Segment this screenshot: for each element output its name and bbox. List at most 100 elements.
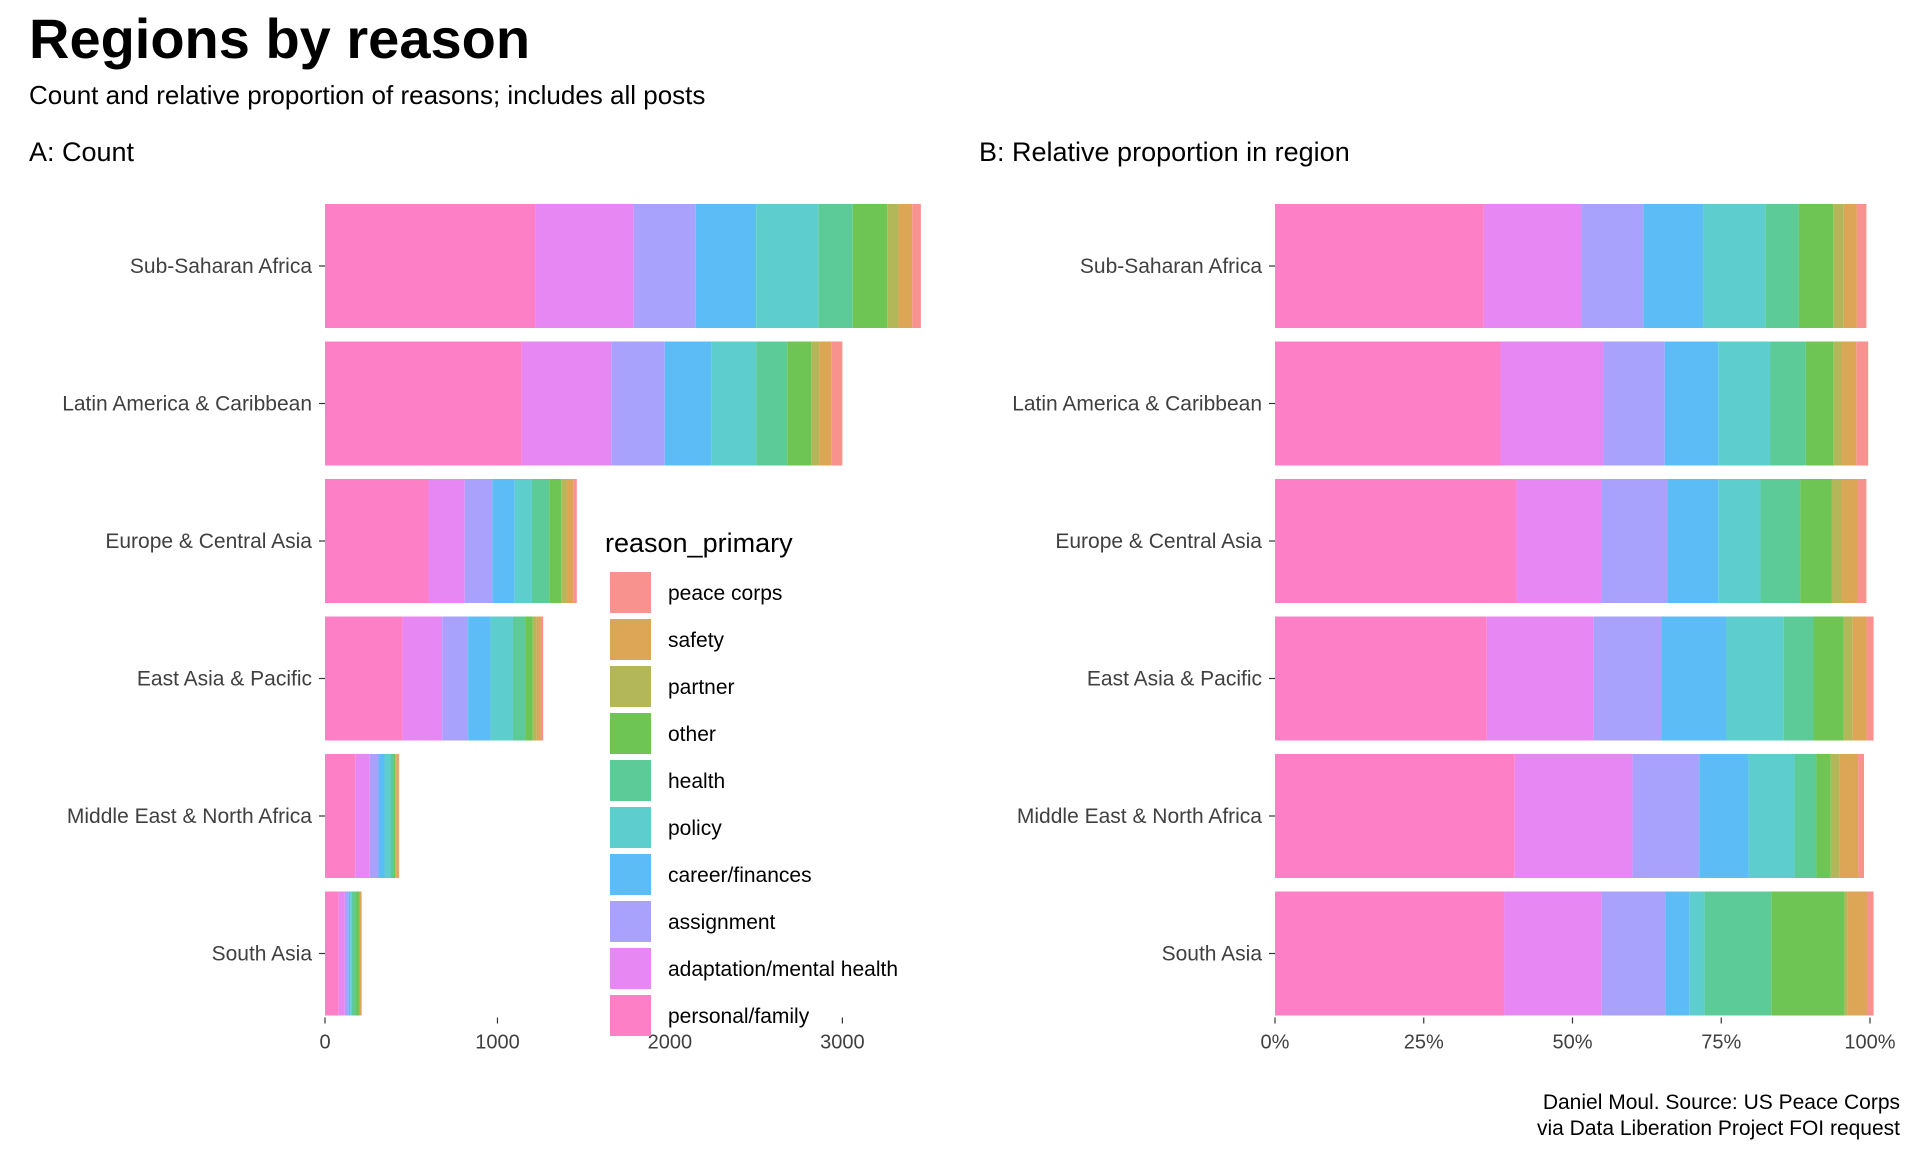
count-bar-europe-and-central-asia-adaptation-mental-health (428, 479, 465, 603)
proportion-ylabel-europe-and-central-asia: Europe & Central Asia (1055, 530, 1262, 553)
count-bar-latin-america-and-caribbean-other (787, 341, 812, 466)
count-ylabel-middle-east-and-north-africa: Middle East & North Africa (67, 805, 312, 828)
count-bar-latin-america-and-caribbean-health (756, 341, 788, 466)
proportion-bar-east-asia-and-pacific-partner (1843, 616, 1853, 741)
proportion-bar-latin-america-and-caribbean-policy (1718, 341, 1771, 466)
page-title: Regions by reason (29, 7, 531, 70)
proportion-bar-middle-east-and-north-africa-other (1816, 754, 1831, 878)
count-bar-south-asia-adaptation-mental-health (338, 891, 345, 1016)
page-subtitle: Count and relative proportion of reasons… (29, 80, 706, 110)
proportion-ylabel-east-asia-and-pacific: East Asia & Pacific (1087, 668, 1262, 691)
legend-key-peace-corps (610, 572, 651, 613)
count-bar-europe-and-central-asia-other (549, 479, 562, 603)
proportion-bar-latin-america-and-caribbean-personal-family (1275, 341, 1501, 466)
proportion-bar-south-asia-adaptation-mental-health (1504, 891, 1602, 1016)
count-bar-europe-and-central-asia-peace-corps (573, 479, 577, 603)
proportion-bar-middle-east-and-north-africa-assignment (1632, 754, 1700, 878)
count-bar-sub-saharan-africa-adaptation-mental-health (535, 204, 634, 328)
count-bar-sub-saharan-africa-career-finances (695, 204, 757, 328)
count-bar-east-asia-and-pacific-health (512, 616, 526, 741)
proportion-ylabel-latin-america-and-caribbean: Latin America & Caribbean (1012, 393, 1262, 416)
count-bar-sub-saharan-africa-personal-family (325, 204, 536, 328)
proportion-bar-middle-east-and-north-africa-peace-corps (1858, 754, 1865, 878)
count-xtick-label-3000: 3000 (820, 1032, 865, 1054)
count-bar-south-asia-personal-family (325, 891, 339, 1016)
count-bar-middle-east-and-north-africa-other (393, 754, 396, 878)
proportion-bar-east-asia-and-pacific-assignment (1593, 616, 1662, 741)
count-bar-east-asia-and-pacific-safety (536, 616, 541, 741)
proportion-bar-south-asia-peace-corps (1867, 891, 1874, 1016)
proportion-bar-middle-east-and-north-africa-health (1794, 754, 1817, 878)
count-bar-sub-saharan-africa-partner (887, 204, 899, 328)
legend-label-partner: partner (668, 676, 735, 699)
legend-key-assignment (610, 901, 651, 942)
count-bar-middle-east-and-north-africa-assignment (369, 754, 379, 878)
count-bar-europe-and-central-asia-safety (566, 479, 574, 603)
count-bar-middle-east-and-north-africa-safety (396, 754, 399, 878)
count-bar-latin-america-and-caribbean-career-finances (664, 341, 712, 466)
legend-key-safety (610, 619, 651, 660)
proportion-bar-east-asia-and-pacific-personal-family (1275, 616, 1487, 741)
proportion-bar-europe-and-central-asia-adaptation-mental-health (1516, 479, 1602, 603)
proportion-bar-east-asia-and-pacific-policy (1726, 616, 1784, 741)
proportion-bar-east-asia-and-pacific-health (1783, 616, 1814, 741)
proportion-bar-south-asia-personal-family (1275, 891, 1505, 1016)
proportion-bar-sub-saharan-africa-peace-corps (1856, 204, 1867, 328)
count-bar-south-asia-policy (350, 891, 352, 1016)
count-bar-sub-saharan-africa-peace-corps (912, 204, 921, 328)
legend-label-career-finances: career/finances (668, 864, 812, 887)
proportion-bar-sub-saharan-africa-other (1798, 204, 1834, 328)
count-bar-latin-america-and-caribbean-policy (711, 341, 757, 466)
legend-label-other: other (668, 723, 716, 746)
legend-key-personal-family (610, 995, 651, 1036)
proportion-bar-latin-america-and-caribbean-assignment (1603, 341, 1665, 466)
proportion-bar-europe-and-central-asia-personal-family (1275, 479, 1517, 603)
count-bar-south-asia-health (351, 891, 356, 1016)
count-bar-south-asia-safety (360, 891, 362, 1016)
count-bar-south-asia-assignment (344, 891, 349, 1016)
legend-label-personal-family: personal/family (668, 1005, 810, 1028)
legend-key-policy (610, 807, 651, 848)
proportion-bar-latin-america-and-caribbean-adaptation-mental-health (1500, 341, 1604, 466)
count-bar-latin-america-and-caribbean-peace-corps (831, 341, 843, 466)
legend-key-health (610, 760, 651, 801)
legend-title: reason_primary (605, 528, 793, 558)
proportion-bar-middle-east-and-north-africa-career-finances (1699, 754, 1749, 878)
proportion-bar-south-asia-policy (1689, 891, 1705, 1016)
count-bar-latin-america-and-caribbean-adaptation-mental-health (521, 341, 612, 466)
legend-key-adaptation-mental-health (610, 948, 651, 989)
panel-a-count: Sub-Saharan Africa Latin America & Caribb… (62, 204, 921, 1054)
count-bar-east-asia-and-pacific-assignment (442, 616, 469, 741)
count-bar-latin-america-and-caribbean-personal-family (325, 341, 522, 466)
proportion-bar-middle-east-and-north-africa-policy (1748, 754, 1795, 878)
count-xtick-label-2000: 2000 (648, 1032, 693, 1054)
proportion-bar-sub-saharan-africa-safety (1843, 204, 1857, 328)
count-xtick-label-1000: 1000 (475, 1032, 520, 1054)
proportion-bar-middle-east-and-north-africa-personal-family (1275, 754, 1515, 878)
proportion-bar-sub-saharan-africa-personal-family (1275, 204, 1484, 328)
panel-a-title: A: Count (29, 137, 135, 167)
count-bar-east-asia-and-pacific-policy (490, 616, 513, 741)
proportion-bar-latin-america-and-caribbean-career-finances (1664, 341, 1719, 466)
proportion-bar-middle-east-and-north-africa-adaptation-mental-health (1514, 754, 1633, 878)
proportion-bar-south-asia-other (1771, 891, 1845, 1016)
count-bar-europe-and-central-asia-health (531, 479, 550, 603)
proportion-bar-sub-saharan-africa-assignment (1581, 204, 1644, 328)
proportion-xtick-label-75: 75% (1701, 1032, 1741, 1054)
proportion-bar-south-asia-partner (1844, 891, 1848, 1016)
proportion-bar-east-asia-and-pacific-other (1813, 616, 1844, 741)
proportion-bar-sub-saharan-africa-partner (1833, 204, 1844, 328)
proportion-ylabel-middle-east-and-north-africa: Middle East & North Africa (1017, 805, 1262, 828)
proportion-bar-south-asia-assignment (1601, 891, 1666, 1016)
count-bar-east-asia-and-pacific-partner (532, 616, 537, 741)
proportion-bar-europe-and-central-asia-health (1760, 479, 1801, 603)
count-bar-east-asia-and-pacific-career-finances (468, 616, 491, 741)
count-bar-europe-and-central-asia-career-finances (492, 479, 515, 603)
proportion-bar-sub-saharan-africa-career-finances (1643, 204, 1704, 328)
count-bar-latin-america-and-caribbean-safety (819, 341, 832, 466)
count-bar-europe-and-central-asia-personal-family (325, 479, 429, 603)
proportion-bar-latin-america-and-caribbean-safety (1842, 341, 1857, 466)
count-xtick-label-0: 0 (319, 1032, 330, 1054)
